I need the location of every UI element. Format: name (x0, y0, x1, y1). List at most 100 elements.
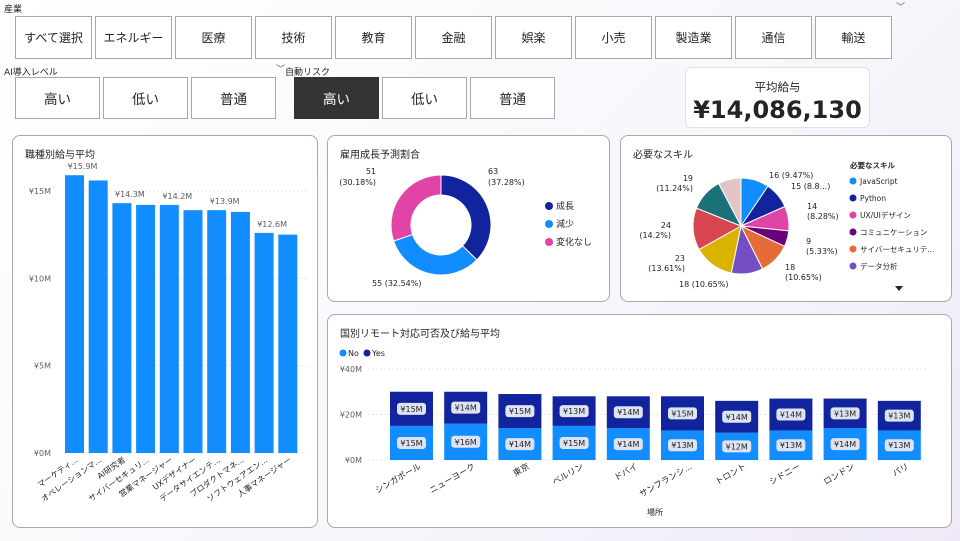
skills-chart-card: 必要なスキル 16 (9.47%) 15 (8.8...) 14 (8.28%) 9 (5… (620, 135, 952, 302)
legend-label: 成長 (556, 200, 574, 212)
industry-button-1[interactable]: エネルギー (95, 16, 172, 59)
chevron-down-icon[interactable]: ﹀ (276, 65, 286, 75)
skills-chart-title: 必要なスキル (633, 150, 693, 161)
salary-bar (88, 180, 108, 453)
salary-bar (65, 175, 84, 453)
data-label: ¥13M (780, 441, 802, 450)
legend-dot (849, 211, 857, 219)
data-label-bg (884, 439, 914, 452)
data-label: ¥15M (400, 405, 422, 414)
industry-button-5[interactable]: 金融 (415, 16, 492, 59)
x-tick-label: シドニー (768, 462, 802, 488)
bar-data-label: ¥14.3M (115, 190, 145, 199)
industry-button-4[interactable]: 教育 (335, 16, 412, 59)
bar-data-label: ¥12.6M (257, 220, 287, 229)
legend-dot (545, 220, 553, 228)
legend-dot (849, 245, 857, 253)
data-label-bg (668, 407, 697, 420)
salary-bar (254, 232, 274, 453)
slice-label: 23 (675, 254, 685, 263)
data-label-bg (722, 440, 752, 453)
automation-slicer-title: 自動リスク (285, 68, 331, 78)
slice-label: 9 (806, 237, 811, 246)
salary-bar (278, 234, 298, 453)
industry-button-6[interactable]: 娯楽 (495, 16, 572, 59)
x-tick-label: パリ (891, 462, 911, 479)
legend-dot (849, 194, 857, 202)
automation-button-0[interactable]: 高い (294, 77, 379, 119)
remote-stacked-bar-chart: ¥0M ¥20M ¥40M No Yes ¥15M ¥15M シンガポール ¥16M ¥14M ニュ… (339, 349, 928, 517)
ai-level-slicer-title: AI導入レベル (4, 68, 58, 78)
y-tick-label: ¥15M (29, 187, 51, 196)
ai-level-button-1[interactable]: 低い (103, 77, 188, 119)
y-tick-label: ¥10M (29, 274, 51, 283)
data-label-bg (830, 407, 860, 420)
y-tick-label: ¥0M (345, 456, 362, 465)
data-label: ¥14M (509, 440, 531, 449)
data-label-bg (776, 408, 806, 421)
data-label: ¥13M (834, 409, 856, 418)
legend-label: UX/UIデザイン (860, 210, 911, 220)
automation-button-1[interactable]: 低い (382, 77, 467, 119)
salary-bar (183, 210, 203, 453)
industry-button-10[interactable]: 輸送 (815, 16, 892, 59)
industry-button-2[interactable]: 医療 (175, 16, 252, 59)
x-tick-label: ニューヨーク (428, 462, 477, 496)
x-tick-label: ロンドン (822, 462, 856, 488)
slice-label: 15 (8.8...) (791, 182, 830, 191)
data-label: ¥14M (617, 440, 639, 449)
industry-button-3[interactable]: 技術 (255, 16, 332, 59)
slice-value: 51 (366, 167, 376, 176)
slice-percent: (37.28%) (488, 178, 525, 187)
legend-dot (339, 349, 347, 357)
salary-bar-chart: ¥0M¥5M¥10M¥15M¥15.9Mマーケティ...オペレーションマ...¥… (29, 162, 308, 504)
data-label: ¥12M (726, 442, 748, 451)
salary-bar (230, 211, 250, 453)
legend-label: Python (860, 194, 886, 203)
legend-label: 変化なし (556, 236, 592, 248)
y-tick-label: ¥40M (340, 365, 362, 374)
legend-label: コミュニケーション (860, 228, 927, 237)
remote-chart-card: 国別リモート対応可否及び給与平均 ¥0M ¥20M ¥40M No Yes ¥15M ¥15… (327, 314, 952, 528)
donut-slice (440, 174, 492, 261)
remote-chart-title: 国別リモート対応可否及び給与平均 (340, 329, 500, 340)
slice-percent: (14.2%) (639, 231, 671, 240)
data-label: ¥14M (780, 411, 802, 420)
legend-label: JavaScript (859, 177, 898, 186)
data-label-bg (559, 436, 589, 449)
data-label-bg (397, 402, 426, 415)
salary-chart-card: 職種別給与平均 ¥0M ¥5M ¥10M ¥15M ¥15.9M マーケティ... オペレー… (12, 135, 318, 528)
data-label-bg (613, 406, 643, 419)
x-tick-label: ドバイ (613, 462, 640, 483)
industry-button-0[interactable]: すべて選択 (15, 16, 92, 59)
data-label: ¥15M (563, 439, 585, 448)
legend-dot (545, 238, 553, 246)
data-label-bg (397, 436, 426, 449)
industry-button-8[interactable]: 製造業 (655, 16, 732, 59)
automation-button-2[interactable]: 普通 (470, 77, 555, 119)
data-label-bg (668, 439, 697, 452)
chevron-down-icon[interactable]: ﹀ (896, 3, 906, 13)
skills-pie-chart: 16 (9.47%) 15 (8.8...) 14(8.28%) 9(5.33%) 18… (639, 160, 935, 291)
legend-scroll-icon (895, 286, 903, 291)
ai-level-button-0[interactable]: 高い (15, 77, 100, 119)
x-tick-label: サンフランシ... (638, 462, 694, 500)
salary-bar (136, 204, 156, 453)
ai-level-button-2[interactable]: 普通 (191, 77, 276, 119)
slice-percent: (13.61%) (648, 264, 685, 273)
industry-button-7[interactable]: 小売 (575, 16, 652, 59)
data-label: ¥13M (563, 407, 585, 416)
bar-data-label: ¥14.2M (162, 192, 192, 201)
donut-slice (390, 174, 442, 242)
slice-label: 18 (785, 263, 795, 272)
x-tick-label: トロント (714, 462, 748, 488)
industry-button-9[interactable]: 通信 (735, 16, 812, 59)
data-label-bg (451, 401, 481, 414)
data-label: ¥15M (400, 439, 422, 448)
bar-data-label: ¥15.9M (68, 162, 98, 171)
data-label-bg (559, 405, 589, 418)
bar-data-label: ¥13.9M (210, 197, 240, 206)
data-label-bg (776, 439, 806, 452)
slice-label: 14 (807, 202, 817, 211)
